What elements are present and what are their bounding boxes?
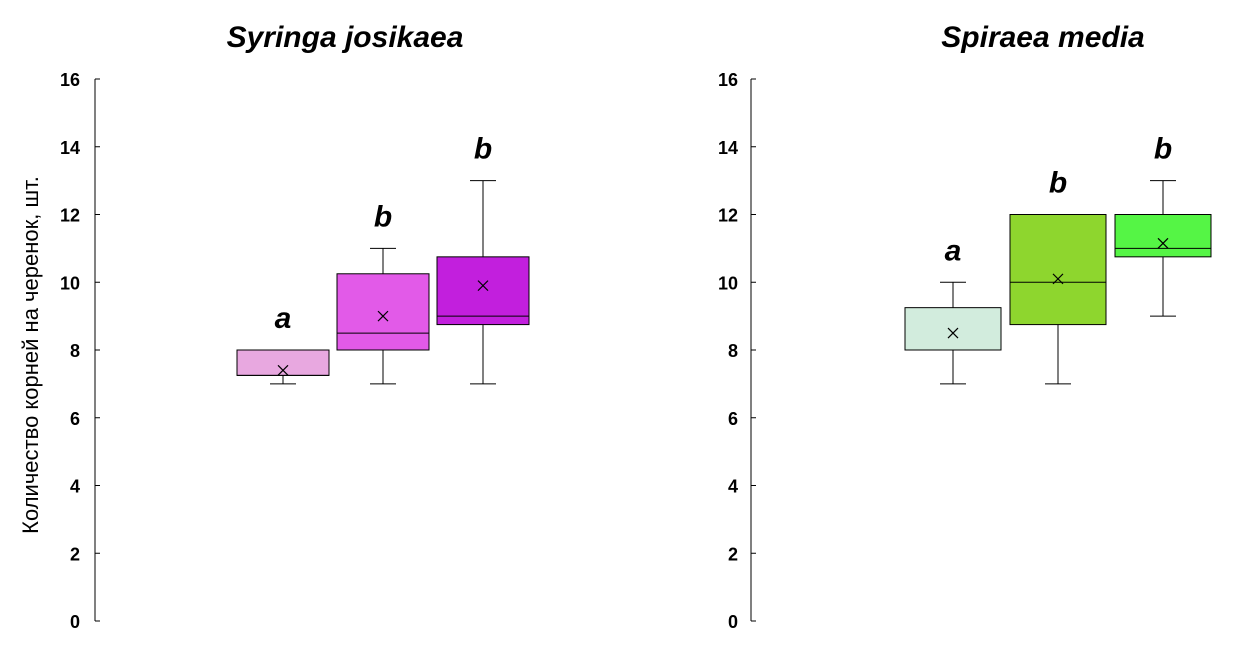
chart-panel-1: Syringa josikaea 0 2 4 6 8 10 12 14 16 Количество … [18, 21, 530, 632]
chart-panel-2: Spiraea media 0 2 4 6 8 10 12 14 16 a b b [718, 21, 1212, 632]
mean-marker [1157, 237, 1169, 249]
y-tick-label: 6 [728, 409, 738, 429]
y-tick-label: 2 [70, 544, 80, 564]
box-plot-1: a [236, 302, 330, 385]
y-tick-label: 14 [718, 138, 738, 158]
y-tick-label: 12 [718, 206, 738, 226]
iqr-box [1114, 214, 1212, 258]
y-tick-label: 8 [728, 341, 738, 361]
y-tick-label: 16 [718, 70, 738, 90]
significance-letter: b [474, 133, 492, 166]
significance-letter: b [374, 200, 392, 233]
y-tick-label: 2 [728, 544, 738, 564]
box-plot-3: b [1114, 133, 1212, 317]
iqr-box [436, 256, 530, 326]
significance-letter: a [945, 234, 962, 267]
mean-marker [947, 327, 959, 339]
box-plot-1: a [904, 234, 1002, 385]
y-tick-label: 4 [728, 477, 738, 497]
y-tick-label: 16 [60, 70, 80, 90]
iqr-box [236, 349, 330, 376]
y-tick-label: 14 [60, 138, 80, 158]
significance-letter: a [275, 302, 292, 335]
y-tick-label: 12 [60, 206, 80, 226]
y-tick-label: 0 [70, 612, 80, 632]
y-tick-label: 0 [728, 612, 738, 632]
y-tick-label: 8 [70, 341, 80, 361]
chart-title: Syringa josikaea [227, 21, 464, 54]
mean-marker [477, 280, 489, 292]
box-plot-2: b [336, 200, 430, 385]
chart-title: Spiraea media [941, 21, 1144, 54]
y-tick-label: 4 [70, 477, 80, 497]
mean-marker [377, 310, 389, 322]
mean-marker [277, 364, 289, 376]
box-plot-3: b [436, 133, 530, 385]
iqr-box [904, 307, 1002, 351]
significance-letter: b [1154, 133, 1172, 166]
y-tick-label: 6 [70, 409, 80, 429]
iqr-box [336, 273, 430, 351]
y-tick-label: 10 [718, 273, 738, 293]
y-tick-label: 10 [60, 273, 80, 293]
box-plot-2: b [1009, 167, 1107, 385]
iqr-box [1009, 214, 1107, 326]
y-axis-label: Количество корней на черенок, шт. [18, 176, 43, 534]
significance-letter: b [1049, 167, 1067, 200]
mean-marker [1052, 273, 1064, 285]
